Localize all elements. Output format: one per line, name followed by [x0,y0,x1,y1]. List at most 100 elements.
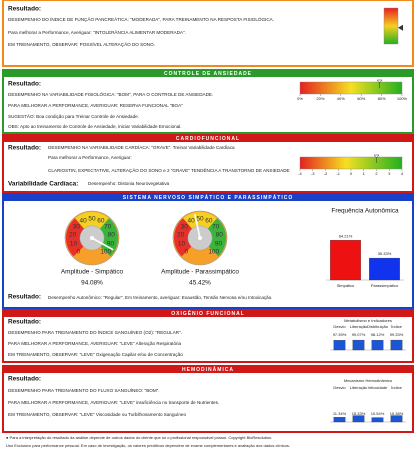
tick-label: 80% [378,96,386,101]
tick-label: 100% [397,96,408,101]
bar [330,240,361,281]
result-line: DESEMPENHO NA VARIABILIDADE FISIOLÓGICA:… [8,91,213,97]
section-header [3,310,413,317]
category-label: Liberação [350,324,368,329]
bar [352,415,365,423]
variability-text: Desempenho: Distonia Neurovegetativa [88,181,170,186]
value-label: 99.33% [390,332,404,337]
gauge-needle [91,237,114,251]
bar [333,417,346,423]
result-line: Desempenho Autonômico: "Regular". Em tre… [48,295,273,300]
gauge-zone [65,218,92,257]
category-label: Índice [391,324,402,329]
bar [371,340,384,351]
gauge-hub [90,236,94,240]
result-label: Resultado: [8,319,41,326]
gauge-tick-label: 20 [69,232,77,239]
result-line: PARA MELHORAR A PERFORMANCE, AVERIGUAR: … [8,341,182,346]
tick-label: -2 [324,171,328,176]
result-label: Resultado: [8,6,41,13]
gauge-tick-label: 70 [104,223,112,230]
tick-label: 0% [297,96,303,101]
gauge-tick-label: 10 [178,241,186,248]
section-title: SISTEMA NERVOSO SIMPÁTICO E PARASSIMPÁTI… [123,194,294,201]
category-label: Desvio [333,385,346,390]
gauge-zone [92,218,118,257]
result-label: Resultado: [8,294,41,301]
tick-label: 60% [357,96,365,101]
gauge-zone [183,212,217,238]
gauge-label: Amplitude - Simpático [61,269,124,276]
scale-marker [376,79,383,88]
vertical-scale [383,7,399,45]
category-label: Desvio [333,324,346,329]
bar [371,417,384,423]
result-line: EM TREINAMENTO, OBSERVAR: POSSÍVEL ALTER… [8,41,155,47]
result-line: DESEMPENHO PARA TREINAMENTO DO FLUXO SAN… [8,387,160,393]
scale-marker [373,154,380,163]
gauge-value: 45.42% [189,280,211,287]
result-line: OBS: Apto ao treinamento de Controle de … [8,124,182,129]
bar [390,339,403,351]
category-label: Liberação [350,385,368,390]
tick-label: 20% [316,96,324,101]
gauge-tick-label: 80 [108,232,116,239]
tick-label: 4 [401,171,404,176]
section-header [3,70,413,77]
result-line: DESEMPENHO DO ÍNDICE DE FUNÇÃO PANCREÁTI… [8,16,274,22]
value-label: 99.07% [352,332,366,337]
gauge-tick-label: 60 [97,217,105,224]
category-label: Distribuição [367,324,389,329]
section-header [3,135,413,142]
chart-title: Frequência Autonômica [331,208,399,215]
gauge-tick-label: 0 [184,248,188,255]
bar [352,339,365,351]
gauge-tick-label: 100 [100,248,111,255]
bar [333,340,346,351]
gauge-zone [75,212,109,238]
gauge-tick-label: 60 [205,217,213,224]
gauge-tick-label: 40 [188,217,196,224]
section-title: CARDIOFUNCIONAL [176,136,240,142]
gauge-tick-label: 70 [212,223,220,230]
value-label: 15.38% [390,411,404,416]
result-line: DESEMPENHO PARA TREINAMENTO DO ÍNDICE SA… [8,329,182,335]
value-label: 97.39% [333,332,347,337]
result-label: Resultado: [8,81,41,88]
result-line: EM TREINAMENTO, OBSERVAR: "LEVE" Viscosi… [8,412,186,417]
tick-label: 3 [388,171,391,176]
footer-line: Uso Exclusivo para performance pessoal. … [6,443,290,448]
category-label: Índice [391,385,402,390]
gauge-hub [198,236,202,240]
gauge-tick-label: 10 [70,241,78,248]
bar [390,415,403,423]
tick-label: -3 [311,171,315,176]
result-label: Resultado: [8,376,41,383]
gauge-zone [174,218,200,257]
result-line: EM TREINAMENTO, OBSERVAR: "LEVE" Oxigena… [8,352,183,357]
section-title: CONTROLE DE ANSIEDADE [164,71,252,77]
section-title: OXIGÊNIO FUNCIONAL [171,309,245,317]
chart-title: Metabolismo e Indicadores [344,318,392,323]
result-line: SUGESTÃO: Boa condição para Treinar Cont… [8,113,139,119]
result-line: CLARIOSTIN, EXPECTATIVE, ALTERAÇÃO DO SO… [48,166,290,173]
gauge-value: 94.08% [81,280,103,287]
category-label: Parassimpático [371,283,399,288]
gauge-needle [194,214,201,239]
gauge-tick-label: 90 [107,241,115,248]
tick-label: 0 [350,171,353,176]
value-label: 10.54% [371,411,385,416]
tick-label: 1 [363,171,366,176]
result-line: Para melhorar a Performance, Averiguar: [48,155,132,160]
category-label: Velocidade [368,385,388,390]
category-label: Simpático [337,283,355,288]
value-label: 15.33% [352,411,366,416]
value-label: 64.21% [339,233,353,238]
value-label: 35.33% [378,251,392,256]
section-header [3,366,413,373]
value-label: 11.34% [333,411,347,416]
value-label: 98.12% [371,332,385,337]
gauge-tick-label: 100 [208,248,219,255]
variability-label: Variabilidade Cardíaca: [8,181,78,188]
gauge-tick-label: 20 [177,232,185,239]
